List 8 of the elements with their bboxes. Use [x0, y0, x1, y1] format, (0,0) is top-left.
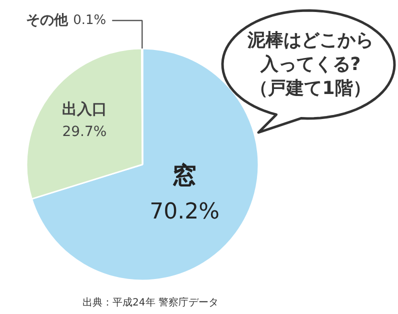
text: 泥棒はどこから入ってくる?（戸建て1階） — [246, 30, 374, 100]
slice-label: その他 — [26, 12, 70, 28]
data-label: 29.7% — [62, 124, 107, 140]
slice-label: 出入口 — [62, 100, 107, 118]
source-note: 出典：平成24年 警察庁データ — [82, 296, 218, 308]
slice-label: 窓 — [172, 161, 197, 190]
data-label: 70.2% — [150, 199, 220, 224]
data-label: 0.1% — [73, 13, 106, 28]
